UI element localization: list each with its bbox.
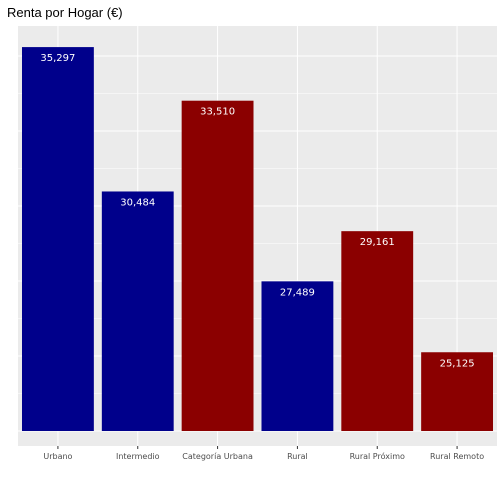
data-label: 27,489 bbox=[280, 287, 315, 298]
x-tick-label: Urbano bbox=[43, 452, 72, 461]
x-tick-layer: Urbano Intermedio Categoría Urbana Rural Rur… bbox=[43, 446, 484, 461]
bar-rural-próximo bbox=[341, 231, 414, 431]
data-label: 29,161 bbox=[360, 237, 395, 248]
x-tick-label: Categoría Urbana bbox=[182, 452, 253, 461]
data-label: 33,510 bbox=[200, 107, 235, 118]
data-label: 30,484 bbox=[120, 197, 155, 208]
bar-layer bbox=[21, 47, 494, 432]
chart-title: Renta por Hogar (€) bbox=[7, 5, 123, 20]
bar-rural bbox=[261, 281, 334, 431]
x-tick-label: Rural Próximo bbox=[350, 451, 405, 461]
bar-categoría-urbana bbox=[181, 100, 254, 431]
bar-intermedio bbox=[101, 191, 174, 431]
data-label: 35,297 bbox=[40, 53, 75, 64]
data-label-layer: 35,297 30,484 33,510 27,489 29,161 25,125 bbox=[40, 53, 474, 369]
bar-rural-remoto bbox=[421, 352, 494, 431]
x-tick-label: Intermedio bbox=[116, 452, 160, 461]
data-label: 25,125 bbox=[440, 358, 475, 369]
bar-urbano bbox=[21, 47, 94, 432]
x-tick-label: Rural Remoto bbox=[430, 452, 484, 461]
plot-panel bbox=[18, 26, 497, 446]
x-tick-label: Rural bbox=[287, 452, 308, 461]
